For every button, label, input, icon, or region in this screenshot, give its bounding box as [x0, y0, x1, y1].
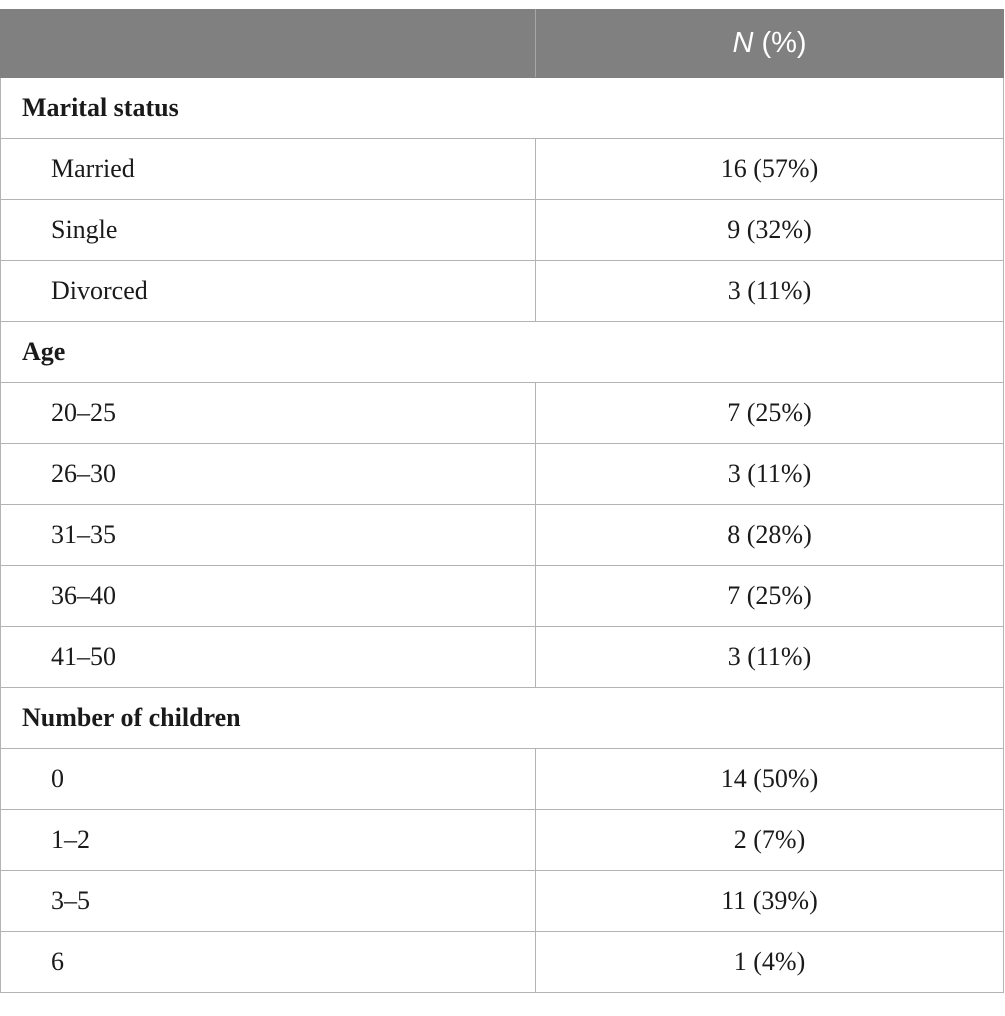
table-row: Married 16 (57%) — [0, 138, 1004, 200]
row-value: 14 (50%) — [535, 748, 1004, 810]
row-value: 3 (11%) — [535, 260, 1004, 322]
section-row-marital-status: Marital status — [0, 77, 1004, 139]
table-row: 41–50 3 (11%) — [0, 626, 1004, 688]
row-value: 11 (39%) — [535, 870, 1004, 932]
row-label: Divorced — [0, 260, 536, 322]
header-n-percent: N (%) — [535, 9, 1004, 78]
section-row-age: Age — [0, 321, 1004, 383]
table-row: 0 14 (50%) — [0, 748, 1004, 810]
table-row: 6 1 (4%) — [0, 931, 1004, 993]
row-value: 16 (57%) — [535, 138, 1004, 200]
row-value: 2 (7%) — [535, 809, 1004, 871]
demographics-table: N (%) Marital status Married 16 (57%) Si… — [0, 9, 1004, 993]
row-label: 20–25 — [0, 382, 536, 444]
header-percent-label: (%) — [753, 27, 807, 59]
table-row: 36–40 7 (25%) — [0, 565, 1004, 627]
table-row: 3–5 11 (39%) — [0, 870, 1004, 932]
header-n-symbol: N — [732, 27, 754, 59]
section-title: Number of children — [0, 687, 1004, 749]
table-row: 31–35 8 (28%) — [0, 504, 1004, 566]
row-value: 8 (28%) — [535, 504, 1004, 566]
row-value: 7 (25%) — [535, 382, 1004, 444]
row-value: 7 (25%) — [535, 565, 1004, 627]
table-row: Divorced 3 (11%) — [0, 260, 1004, 322]
row-label: Married — [0, 138, 536, 200]
table-row: 1–2 2 (7%) — [0, 809, 1004, 871]
row-label: 0 — [0, 748, 536, 810]
row-label: 26–30 — [0, 443, 536, 505]
header-blank-cell — [0, 9, 536, 78]
row-value: 3 (11%) — [535, 626, 1004, 688]
table-row: 20–25 7 (25%) — [0, 382, 1004, 444]
row-label: 36–40 — [0, 565, 536, 627]
table-row: Single 9 (32%) — [0, 199, 1004, 261]
row-label: 1–2 — [0, 809, 536, 871]
row-label: 3–5 — [0, 870, 536, 932]
table-row: 26–30 3 (11%) — [0, 443, 1004, 505]
row-label: 6 — [0, 931, 536, 993]
row-value: 1 (4%) — [535, 931, 1004, 993]
table-header-row: N (%) — [0, 9, 1004, 78]
row-label: Single — [0, 199, 536, 261]
row-label: 31–35 — [0, 504, 536, 566]
row-label: 41–50 — [0, 626, 536, 688]
row-value: 9 (32%) — [535, 199, 1004, 261]
section-row-number-of-children: Number of children — [0, 687, 1004, 749]
section-title: Age — [0, 321, 1004, 383]
section-title: Marital status — [0, 77, 1004, 139]
row-value: 3 (11%) — [535, 443, 1004, 505]
